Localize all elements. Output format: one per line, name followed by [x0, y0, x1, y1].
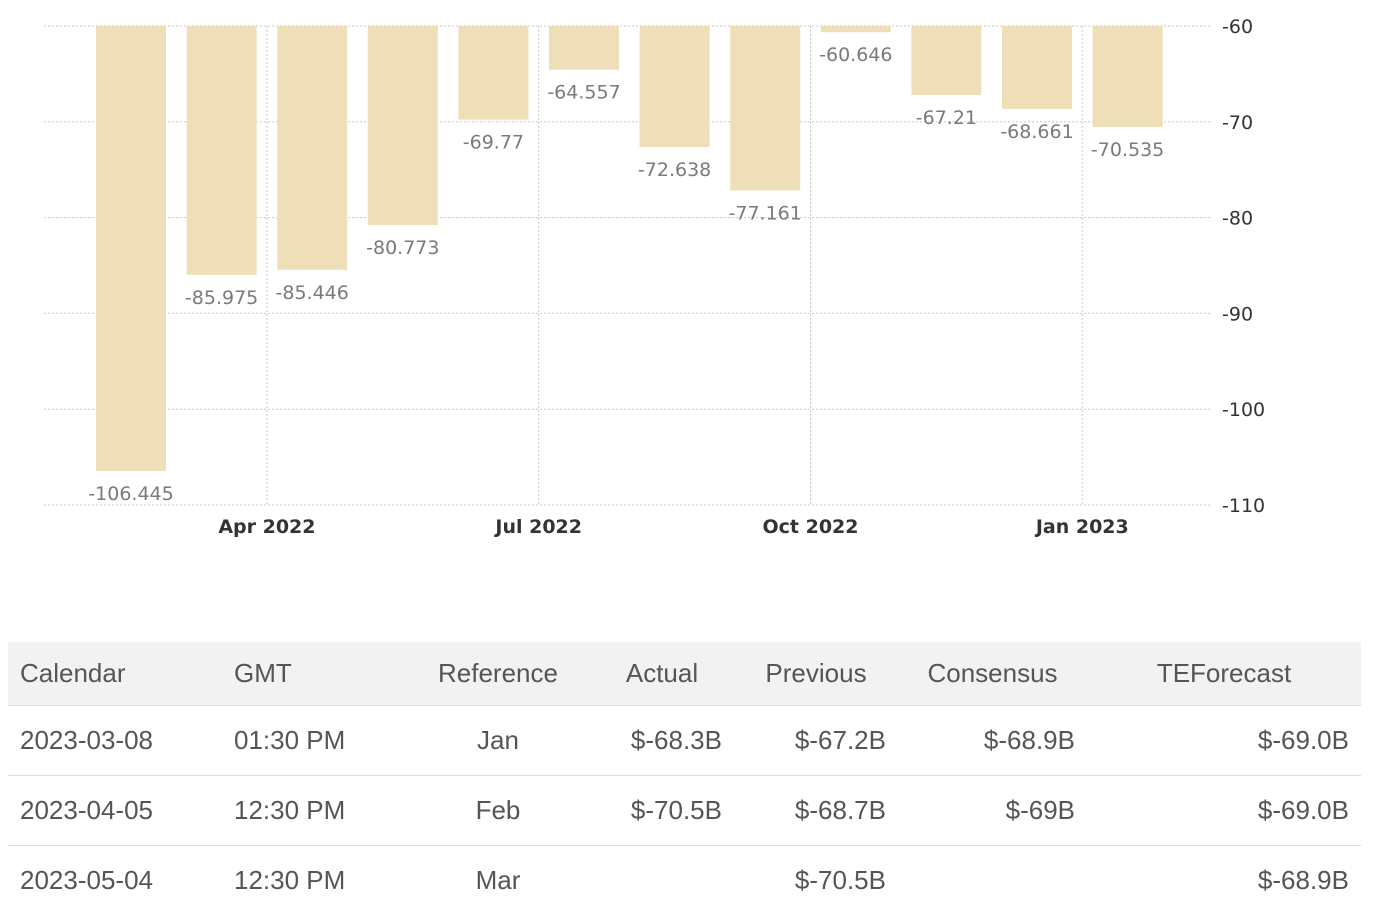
col-consensus[interactable]: Consensus — [898, 642, 1087, 706]
x-tick-label: Oct 2022 — [763, 516, 859, 538]
bar — [1092, 26, 1163, 127]
y-tick-label: -70 — [1222, 112, 1253, 134]
data-label: -67.21 — [916, 107, 977, 129]
cell-calendar: 2023-05-04 — [20, 865, 153, 895]
cell-previous: $-68.7B — [734, 775, 898, 846]
cell-previous: $-70.5B — [794, 865, 886, 895]
cell-reference: Feb — [406, 775, 590, 846]
bar — [730, 26, 801, 191]
x-tick-label: Jul 2022 — [493, 516, 582, 538]
data-label: -64.557 — [547, 82, 620, 104]
y-tick-label: -110 — [1222, 495, 1265, 517]
bar — [458, 26, 529, 120]
bar — [911, 26, 982, 96]
data-label: -70.535 — [1091, 139, 1164, 161]
data-label: -72.638 — [638, 159, 711, 181]
col-teforecast[interactable]: TEForecast — [1087, 642, 1361, 706]
data-label: -80.773 — [366, 237, 439, 259]
calendar-table: Calendar GMT Reference Actual Previous C… — [8, 642, 1361, 915]
bar — [549, 26, 619, 70]
cell-gmt: 12:30 PM — [234, 865, 346, 895]
data-label: -77.161 — [729, 202, 802, 224]
table-row: 2023-05-04 12:30 PM Mar $-70.5B $-68.9B — [8, 846, 1361, 916]
data-label: -85.446 — [276, 282, 349, 304]
col-previous[interactable]: Previous — [734, 642, 898, 706]
data-label: -85.975 — [185, 287, 258, 309]
x-tick-label: Apr 2022 — [218, 516, 315, 538]
col-calendar[interactable]: Calendar — [8, 642, 222, 706]
trade-balance-chart: -106.445 -85.975 -85.446 -80.773 -69.77 -64.5… — [44, 16, 1265, 538]
col-gmt[interactable]: GMT — [222, 642, 406, 706]
cell-actual — [590, 846, 734, 916]
bar — [820, 26, 891, 33]
cell-gmt: 01:30 PM — [222, 705, 406, 776]
bar — [639, 26, 710, 148]
y-tick-label: -90 — [1222, 303, 1253, 325]
cell-previous: $-67.2B — [734, 705, 898, 776]
cell-calendar: 2023-04-05 — [8, 775, 222, 846]
cell-reference: Jan — [406, 705, 590, 776]
bar — [277, 26, 348, 270]
bar — [96, 26, 166, 471]
cell-gmt: 12:30 PM — [222, 775, 406, 846]
cell-actual: $-68.3B — [590, 705, 734, 776]
bar — [367, 26, 438, 226]
y-tick-label: -100 — [1222, 399, 1265, 421]
cell-teforecast: $-68.9B — [1257, 865, 1349, 895]
bar — [186, 26, 257, 275]
table-header-row: Calendar GMT Reference Actual Previous C… — [8, 642, 1361, 706]
cell-teforecast: $-69.0B — [1087, 705, 1361, 776]
bar — [1002, 26, 1072, 109]
data-label: -60.646 — [819, 44, 892, 66]
x-tick-label: Jan 2023 — [1034, 516, 1129, 538]
col-reference[interactable]: Reference — [406, 642, 590, 706]
cell-consensus: $-68.9B — [898, 705, 1087, 776]
cell-consensus — [898, 846, 1087, 916]
y-tick-label: -60 — [1222, 16, 1253, 38]
table-row: 2023-04-05 12:30 PM Feb $-70.5B $-68.7B … — [8, 775, 1361, 846]
cell-reference: Mar — [475, 865, 521, 895]
cell-actual: $-70.5B — [590, 775, 734, 846]
cell-calendar: 2023-03-08 — [8, 705, 222, 776]
col-actual[interactable]: Actual — [590, 642, 734, 706]
data-label: -68.661 — [1000, 121, 1073, 143]
y-tick-label: -80 — [1222, 208, 1253, 230]
cell-consensus: $-69B — [898, 775, 1087, 846]
data-label: -106.445 — [88, 483, 173, 505]
table-row: 2023-03-08 01:30 PM Jan $-68.3B $-67.2B … — [8, 705, 1361, 776]
cell-teforecast: $-69.0B — [1087, 775, 1361, 846]
data-label: -69.77 — [463, 132, 524, 154]
